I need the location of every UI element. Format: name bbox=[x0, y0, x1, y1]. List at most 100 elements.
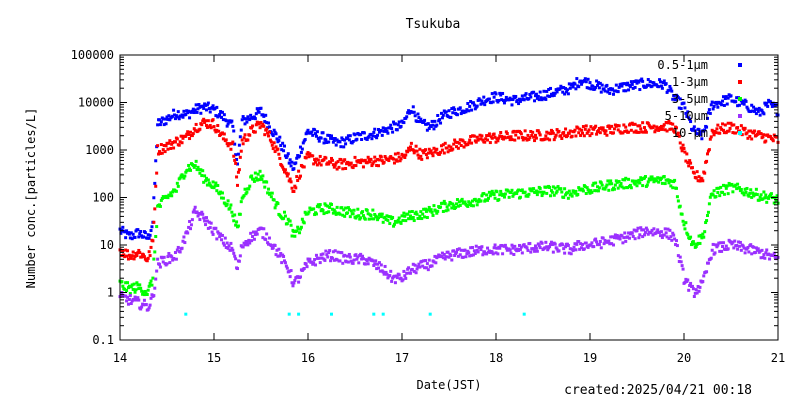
data-point bbox=[756, 109, 760, 113]
data-point bbox=[701, 232, 705, 236]
data-point bbox=[686, 110, 690, 114]
data-point bbox=[718, 249, 722, 253]
data-point bbox=[238, 212, 242, 216]
data-point bbox=[772, 133, 776, 137]
data-point bbox=[656, 228, 660, 232]
data-point bbox=[621, 241, 625, 245]
data-point bbox=[568, 86, 572, 90]
data-point bbox=[316, 136, 320, 140]
data-point bbox=[272, 198, 276, 202]
data-point bbox=[455, 145, 459, 149]
data-point bbox=[269, 140, 273, 144]
data-point bbox=[659, 124, 663, 128]
data-point bbox=[410, 209, 414, 213]
data-point bbox=[414, 144, 418, 148]
data-point bbox=[426, 151, 430, 155]
data-point bbox=[488, 194, 492, 198]
data-point bbox=[213, 128, 217, 132]
data-point bbox=[697, 175, 701, 179]
data-point bbox=[152, 220, 156, 224]
data-point bbox=[564, 127, 568, 131]
data-point bbox=[521, 138, 525, 142]
data-point bbox=[478, 133, 482, 137]
data-point bbox=[537, 131, 541, 135]
data-point bbox=[702, 274, 706, 278]
data-point bbox=[298, 174, 302, 178]
data-point bbox=[294, 161, 298, 165]
data-point bbox=[443, 141, 447, 145]
data-point bbox=[354, 216, 358, 220]
data-point bbox=[252, 179, 256, 183]
data-point bbox=[265, 127, 269, 131]
data-point bbox=[332, 165, 336, 169]
data-point bbox=[486, 196, 490, 200]
data-point bbox=[529, 250, 533, 254]
data-point bbox=[447, 109, 451, 113]
data-point bbox=[236, 183, 239, 187]
data-point bbox=[333, 249, 337, 253]
data-point bbox=[214, 226, 218, 230]
data-point bbox=[635, 130, 639, 134]
data-point bbox=[722, 192, 726, 196]
data-point bbox=[284, 155, 288, 159]
data-point bbox=[408, 271, 412, 275]
y-tick-label: 100 bbox=[92, 191, 114, 205]
data-point bbox=[302, 266, 306, 270]
data-point bbox=[644, 226, 648, 230]
data-point bbox=[708, 111, 712, 115]
data-point bbox=[641, 121, 645, 125]
data-point bbox=[324, 138, 328, 142]
data-point bbox=[442, 199, 446, 203]
data-point bbox=[204, 179, 208, 183]
data-point bbox=[345, 254, 349, 258]
data-point bbox=[450, 258, 454, 262]
data-point bbox=[346, 134, 350, 138]
data-point bbox=[542, 89, 546, 93]
data-point bbox=[682, 147, 686, 151]
data-point bbox=[646, 232, 650, 236]
data-point bbox=[749, 188, 753, 192]
data-point bbox=[206, 226, 210, 230]
data-point bbox=[424, 259, 427, 263]
data-point bbox=[447, 144, 451, 148]
data-point bbox=[239, 128, 243, 132]
data-point bbox=[673, 130, 677, 134]
data-point bbox=[399, 124, 403, 128]
data-point bbox=[188, 219, 192, 223]
data-point bbox=[499, 189, 503, 193]
data-point bbox=[254, 112, 258, 116]
data-point bbox=[134, 288, 138, 292]
data-point bbox=[703, 171, 707, 175]
data-point bbox=[411, 105, 415, 109]
data-point bbox=[248, 241, 252, 245]
data-point bbox=[340, 251, 344, 255]
data-point bbox=[566, 243, 570, 247]
x-tick-label: 17 bbox=[395, 351, 409, 365]
data-point bbox=[126, 249, 130, 253]
data-point bbox=[577, 85, 581, 89]
data-point bbox=[236, 152, 240, 156]
legend-marker bbox=[738, 80, 742, 84]
data-point bbox=[446, 150, 450, 154]
data-point bbox=[600, 183, 604, 187]
data-point bbox=[373, 212, 377, 216]
data-point bbox=[497, 136, 501, 140]
data-point bbox=[624, 239, 628, 243]
data-point bbox=[402, 269, 406, 273]
data-point bbox=[170, 194, 174, 198]
data-point bbox=[458, 203, 462, 207]
data-point bbox=[325, 211, 329, 215]
data-point bbox=[122, 253, 126, 257]
x-tick-label: 18 bbox=[489, 351, 503, 365]
data-point bbox=[184, 312, 188, 316]
data-point bbox=[507, 98, 511, 102]
data-point bbox=[762, 133, 766, 137]
data-point bbox=[446, 250, 450, 254]
data-point bbox=[136, 228, 140, 232]
data-point bbox=[475, 104, 479, 108]
data-point bbox=[662, 79, 666, 83]
data-point bbox=[393, 152, 397, 156]
data-point bbox=[532, 90, 536, 94]
chart-title: Tsukuba bbox=[406, 17, 461, 32]
data-point bbox=[754, 112, 758, 116]
